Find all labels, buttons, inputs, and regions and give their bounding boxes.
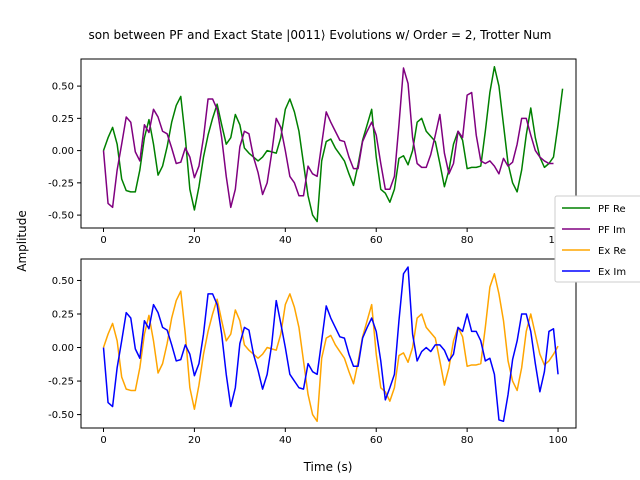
top-x-tick-label: 40 bbox=[279, 235, 292, 246]
series-line-pf-re bbox=[102, 65, 564, 223]
top-x-tick-label: 20 bbox=[188, 235, 201, 246]
bottom-y-tick-label: 0.00 bbox=[52, 343, 74, 354]
bottom-x-tick-label: 0 bbox=[100, 435, 106, 446]
top-y-tick-label: -0.25 bbox=[48, 178, 74, 189]
bottom-x-tick-label: 100 bbox=[548, 435, 567, 446]
legend-label-ex-im: Ex Im bbox=[598, 267, 626, 278]
series-line-pf-im bbox=[102, 67, 554, 209]
y-axis-label: Amplitude bbox=[15, 210, 29, 272]
top-y-tick-label: 0.00 bbox=[52, 146, 74, 157]
legend-label-pf-re: PF Re bbox=[598, 204, 626, 215]
top-plot-frame bbox=[80, 58, 577, 229]
bottom-y-tick-label: -0.25 bbox=[48, 377, 74, 388]
top-x-tick-label: 80 bbox=[461, 235, 474, 246]
series-line-ex-im bbox=[102, 266, 559, 423]
chart-title: son between PF and Exact State |0011⟩ Ev… bbox=[88, 28, 551, 42]
top-y-tick-label: 0.50 bbox=[52, 82, 74, 93]
bottom-plot-frame bbox=[80, 258, 577, 429]
bottom-x-tick-label: 60 bbox=[370, 435, 383, 446]
bottom-x-tick-label: 80 bbox=[461, 435, 474, 446]
legend-box bbox=[554, 195, 640, 283]
legend-label-pf-im: PF Im bbox=[598, 225, 626, 236]
x-axis-label: Time (s) bbox=[303, 460, 353, 474]
legend-label-ex-re: Ex Re bbox=[598, 246, 626, 257]
top-y-tick-label: -0.50 bbox=[48, 211, 74, 222]
bottom-y-tick-label: -0.50 bbox=[48, 410, 74, 421]
bottom-y-tick-label: 0.50 bbox=[52, 276, 74, 287]
top-y-tick-label: 0.25 bbox=[52, 114, 74, 125]
bottom-panel: 0 20 40 60 80 100 -0.50 -0.25 0.00 0.25 0.50 bbox=[48, 258, 577, 446]
series-line-ex-re bbox=[102, 273, 559, 423]
bottom-y-tick-label: 0.25 bbox=[52, 309, 74, 320]
bottom-x-tick-label: 40 bbox=[279, 435, 292, 446]
legend: PF Re PF Im Ex Re Ex Im bbox=[554, 195, 640, 283]
top-x-tick-label: 60 bbox=[370, 235, 383, 246]
top-x-tick-label: 0 bbox=[100, 235, 106, 246]
bottom-x-tick-label: 20 bbox=[188, 435, 201, 446]
